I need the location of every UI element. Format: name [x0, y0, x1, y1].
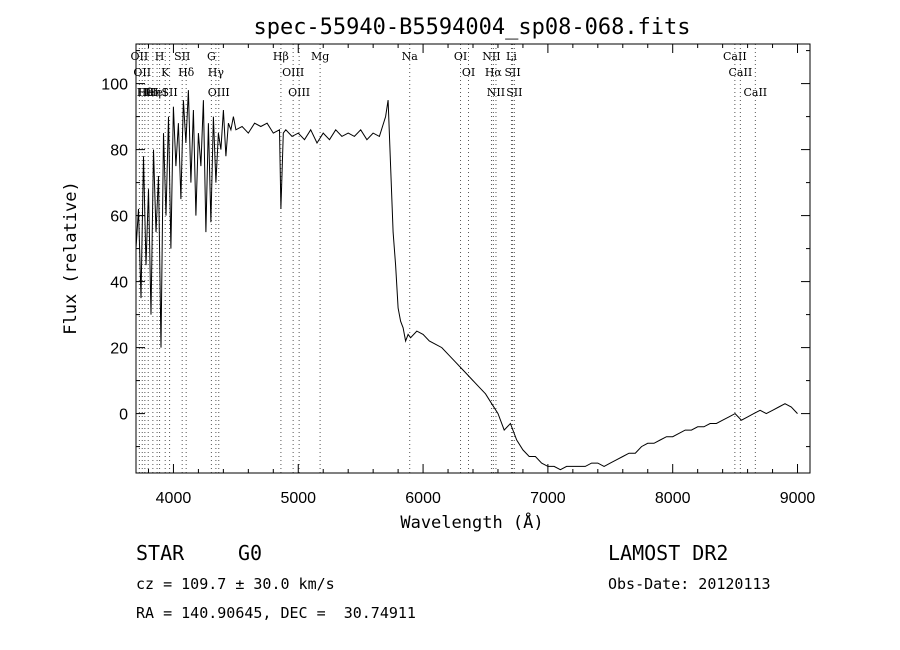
spectral-line-label: OI: [462, 66, 475, 79]
spectral-line-label: Hγ: [208, 66, 225, 79]
y-tick-label: 60: [110, 209, 128, 226]
spectral-line-label: Hη: [145, 86, 161, 99]
x-axis-ticks: 4000 5000 6000 7000 8000 9000: [147, 44, 816, 507]
spectral-line-label: OI: [454, 50, 467, 63]
spectral-line-label: NII: [487, 86, 505, 99]
y-axis-ticks: 0 20 40 60 80 100: [101, 50, 810, 448]
y-tick-label: 0: [119, 407, 128, 424]
chart-title: spec-55940-B5594004_sp08-068.fits: [253, 15, 690, 40]
y-axis-label: Flux (relative): [61, 181, 81, 335]
spectral-line-label: OIII: [208, 86, 230, 99]
spectrum-chart: spec-55940-B5594004_sp08-068.fits OII OII…: [61, 15, 816, 533]
y-tick-label: 100: [101, 77, 128, 94]
x-tick-label: 4000: [156, 490, 192, 507]
line-labels: OIIOIIHθHeIHηHeIHKSIISIIHδGHγOIIIHβOIIIO…: [131, 50, 768, 99]
spectral-line-label: HeI: [138, 86, 158, 99]
spectral-line-label: H: [155, 50, 165, 63]
spectral-line-label: NII: [482, 50, 500, 63]
y-tick-label: 20: [110, 341, 128, 358]
spectral-line-label: SII: [506, 86, 522, 99]
spectral-line-label: Hθ: [137, 86, 154, 99]
observation-date: Obs-Date: 20120113: [608, 575, 771, 593]
spectral-line-label: G: [207, 50, 216, 63]
object-subclass: G0: [238, 541, 263, 565]
spectral-line-label: Mg: [311, 50, 329, 63]
spectral-line-label: Hβ: [273, 50, 289, 63]
line-markers: [138, 44, 756, 473]
plot-frame: [135, 43, 811, 474]
spectral-line-label: K: [161, 66, 170, 79]
spectral-line-label: SII: [504, 66, 520, 79]
x-tick-label: 6000: [405, 490, 441, 507]
spectral-line-label: OIII: [288, 86, 310, 99]
object-class: STAR: [136, 541, 185, 565]
spectral-line-label: Hδ: [178, 66, 195, 79]
spectral-line-label: OII: [133, 66, 151, 79]
x-tick-label: 7000: [530, 490, 566, 507]
spectral-line-label: Li: [506, 50, 517, 63]
spectral-line-label: OIII: [282, 66, 304, 79]
spectral-line-label: CaII: [743, 86, 767, 99]
x-tick-label: 5000: [280, 490, 316, 507]
spectrum-line: [135, 90, 798, 471]
x-tick-label: 9000: [780, 490, 816, 507]
ra-dec-coordinates: RA = 140.90645, DEC = 30.74911: [136, 604, 416, 622]
spectral-line-label: Hα: [485, 66, 503, 79]
spectral-line-label: HeI: [147, 86, 167, 99]
y-tick-label: 80: [110, 143, 128, 160]
spectral-line-label: CaII: [723, 50, 747, 63]
spectral-line-label: SII: [174, 50, 190, 63]
spectral-line-label: SII: [161, 86, 177, 99]
x-axis-label: Wavelength (Å): [400, 511, 543, 533]
spectral-line-label: Na: [402, 50, 419, 63]
redshift-velocity: cz = 109.7 ± 30.0 km/s: [136, 575, 335, 593]
spectral-line-label: OII: [131, 50, 149, 63]
x-tick-label: 8000: [655, 490, 691, 507]
spectral-line-label: CaII: [729, 66, 753, 79]
survey-name: LAMOST DR2: [608, 541, 729, 565]
y-tick-label: 40: [110, 275, 128, 292]
